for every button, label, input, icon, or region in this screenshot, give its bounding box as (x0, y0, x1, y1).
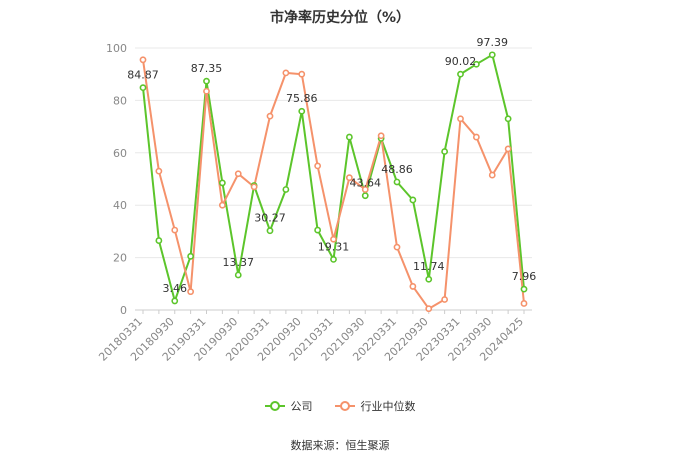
data-source-note: 数据来源：恒生聚源 (290, 439, 390, 452)
legend-item-industry-median[interactable]: 行业中位数 (334, 398, 416, 414)
data-label: 75.86 (286, 92, 318, 105)
data-point-series-0 (282, 186, 290, 193)
data-point-series-1 (345, 174, 353, 182)
data-point-series-1 (425, 305, 433, 313)
chart-title: 市净率历史分位（%） (269, 10, 411, 26)
data-label: 11.74 (413, 260, 445, 273)
data-point-series-1 (155, 167, 163, 175)
data-point-series-0 (393, 178, 401, 186)
data-point-series-1 (282, 69, 290, 77)
data-point-series-0 (187, 252, 195, 260)
data-label: 19.31 (318, 240, 350, 253)
data-label: 13.37 (223, 256, 255, 269)
y-tick-label: 60 (113, 147, 127, 160)
data-label: 84.87 (127, 69, 159, 82)
data-point-series-1 (187, 288, 195, 296)
legend-marker-industry-median (334, 400, 355, 412)
legend-label-company: 公司 (290, 400, 313, 413)
legend: 公司 行业中位数 (0, 398, 680, 414)
data-label: 97.39 (477, 36, 509, 49)
data-label: 3.46 (163, 282, 188, 295)
data-point-series-0 (504, 115, 512, 123)
y-tick-label: 20 (113, 252, 127, 265)
y-tick-label: 40 (113, 199, 127, 212)
data-point-series-1 (472, 133, 480, 141)
data-point-series-1 (314, 162, 322, 170)
data-point-series-0 (361, 192, 369, 200)
data-point-series-1 (441, 296, 449, 303)
axis-layer: 0204060801002018033120180930201903312019… (96, 42, 526, 364)
data-point-series-0 (472, 60, 480, 68)
data-point-series-1 (250, 183, 258, 191)
data-point-series-0 (298, 107, 306, 115)
data-point-series-1 (234, 170, 242, 178)
data-label: 30.27 (254, 212, 286, 225)
y-tick-label: 100 (106, 42, 127, 55)
data-label: 90.02 (445, 55, 477, 68)
data-point-series-0 (155, 237, 163, 244)
y-tick-label: 0 (120, 304, 127, 317)
grid-layer (135, 47, 532, 311)
data-point-series-1 (218, 201, 226, 209)
data-point-series-0 (330, 256, 337, 263)
data-point-series-0 (488, 51, 496, 59)
data-point-series-1 (330, 235, 337, 243)
legend-label-industry-median: 行业中位数 (360, 400, 416, 413)
data-point-series-1 (520, 300, 528, 307)
data-point-series-1 (409, 283, 417, 290)
data-label: 48.86 (381, 163, 413, 176)
y-tick-label: 80 (113, 94, 127, 107)
data-point-series-1 (488, 171, 496, 179)
series-line-1 (142, 59, 525, 310)
data-label: 43.64 (350, 177, 382, 190)
data-point-series-0 (457, 70, 464, 78)
data-point-series-1 (298, 70, 306, 78)
data-point-series-1 (393, 243, 401, 251)
data-label-layer: 84.87 3.46 87.35 13.37 30.27 75.86 19.31 43.644… (127, 36, 536, 295)
legend-marker-company (264, 400, 285, 412)
series-layer (139, 51, 528, 313)
data-point-series-1 (361, 186, 369, 193)
legend-item-company[interactable]: 公司 (264, 398, 313, 414)
data-point-series-0 (234, 271, 242, 279)
data-point-series-1 (504, 145, 512, 153)
data-point-series-1 (457, 115, 464, 123)
data-point-series-0 (425, 275, 433, 283)
data-point-series-0 (171, 297, 179, 305)
data-point-series-1 (377, 132, 385, 140)
data-point-series-0 (520, 285, 528, 293)
data-point-series-0 (139, 84, 147, 92)
data-point-series-0 (218, 179, 226, 187)
data-label: 87.35 (191, 62, 223, 75)
data-point-series-1 (139, 56, 147, 64)
data-point-series-0 (409, 196, 417, 204)
data-point-series-1 (266, 112, 274, 120)
data-point-series-0 (314, 226, 322, 234)
data-point-series-1 (203, 87, 210, 95)
data-point-series-1 (171, 226, 179, 234)
data-point-series-0 (266, 227, 274, 235)
data-point-series-0 (441, 148, 449, 155)
data-label: 7.96 (512, 270, 537, 283)
data-point-series-0 (345, 133, 353, 141)
data-point-series-0 (203, 77, 210, 85)
